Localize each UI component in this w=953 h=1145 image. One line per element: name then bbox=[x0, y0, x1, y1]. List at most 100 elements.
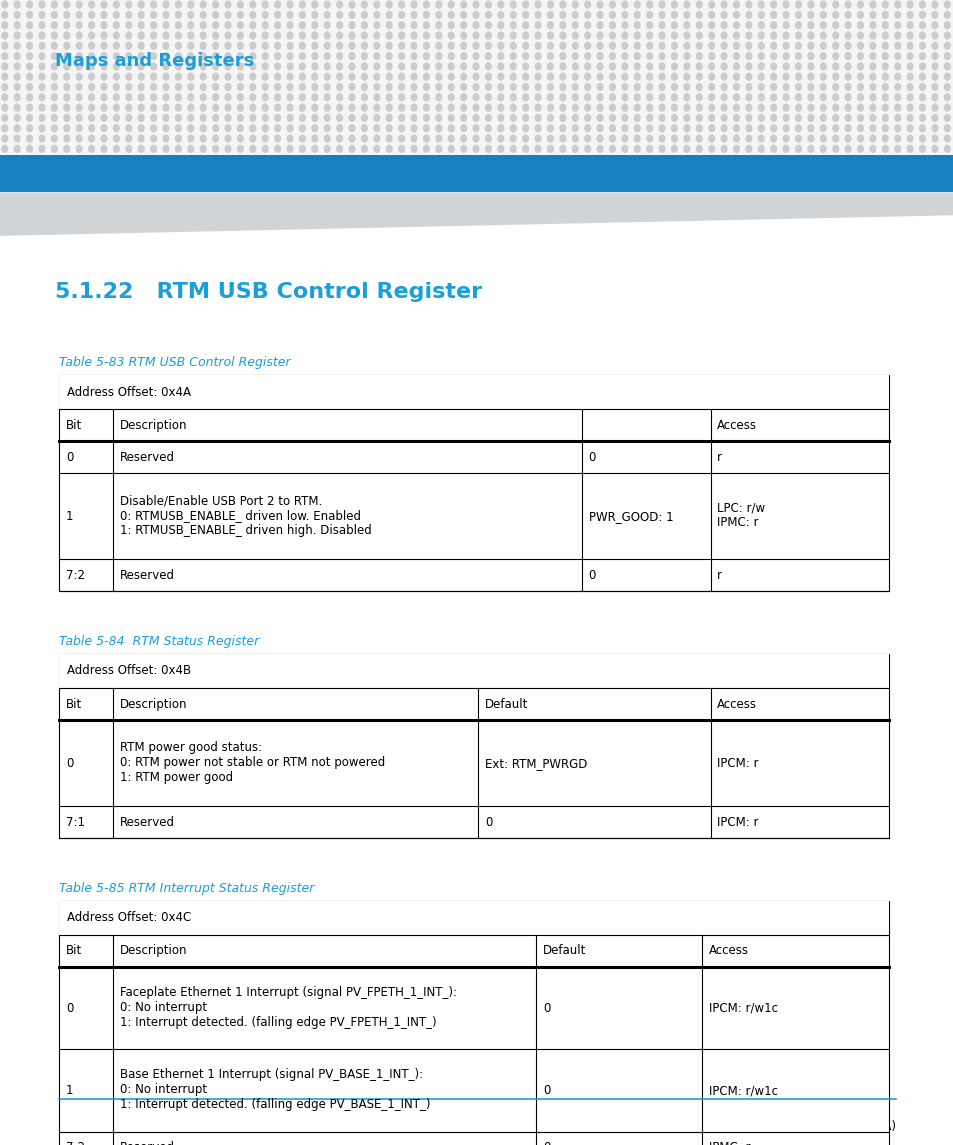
Circle shape bbox=[708, 73, 714, 80]
Circle shape bbox=[89, 22, 94, 29]
Circle shape bbox=[14, 1, 20, 8]
Circle shape bbox=[262, 104, 268, 111]
Circle shape bbox=[138, 73, 144, 80]
Circle shape bbox=[89, 11, 94, 18]
Circle shape bbox=[782, 11, 788, 18]
Circle shape bbox=[398, 22, 404, 29]
Circle shape bbox=[522, 114, 528, 121]
Circle shape bbox=[919, 145, 924, 152]
Circle shape bbox=[473, 104, 478, 111]
Circle shape bbox=[522, 73, 528, 80]
Circle shape bbox=[559, 73, 565, 80]
Circle shape bbox=[820, 22, 825, 29]
Circle shape bbox=[473, 1, 478, 8]
Circle shape bbox=[572, 42, 578, 49]
Circle shape bbox=[188, 53, 193, 60]
Circle shape bbox=[510, 104, 516, 111]
Circle shape bbox=[411, 104, 416, 111]
Circle shape bbox=[547, 94, 553, 101]
Circle shape bbox=[758, 63, 763, 70]
Circle shape bbox=[770, 63, 776, 70]
Circle shape bbox=[138, 84, 144, 90]
Circle shape bbox=[931, 53, 937, 60]
Circle shape bbox=[497, 32, 503, 39]
Text: Base Ethernet 1 Interrupt (signal PV_BASE_1_INT_):: Base Ethernet 1 Interrupt (signal PV_BAS… bbox=[120, 1068, 422, 1081]
Circle shape bbox=[448, 104, 454, 111]
Circle shape bbox=[931, 94, 937, 101]
Circle shape bbox=[200, 135, 206, 142]
Text: IPMC: r: IPMC: r bbox=[717, 516, 758, 529]
Circle shape bbox=[113, 1, 119, 8]
Circle shape bbox=[200, 11, 206, 18]
Circle shape bbox=[882, 145, 887, 152]
Circle shape bbox=[844, 53, 850, 60]
Circle shape bbox=[423, 73, 429, 80]
Circle shape bbox=[27, 73, 32, 80]
Circle shape bbox=[943, 32, 949, 39]
Circle shape bbox=[398, 114, 404, 121]
Circle shape bbox=[683, 125, 689, 132]
Circle shape bbox=[820, 114, 825, 121]
Circle shape bbox=[151, 114, 156, 121]
Circle shape bbox=[51, 1, 57, 8]
Circle shape bbox=[2, 135, 8, 142]
Circle shape bbox=[931, 145, 937, 152]
Circle shape bbox=[423, 104, 429, 111]
Circle shape bbox=[398, 104, 404, 111]
Circle shape bbox=[76, 114, 82, 121]
Circle shape bbox=[882, 125, 887, 132]
Circle shape bbox=[894, 11, 900, 18]
Circle shape bbox=[262, 53, 268, 60]
Circle shape bbox=[113, 11, 119, 18]
Text: 5.1.22   RTM USB Control Register: 5.1.22 RTM USB Control Register bbox=[55, 282, 482, 301]
Circle shape bbox=[287, 11, 293, 18]
Circle shape bbox=[126, 63, 132, 70]
Circle shape bbox=[101, 125, 107, 132]
Circle shape bbox=[274, 94, 280, 101]
Circle shape bbox=[76, 73, 82, 80]
Circle shape bbox=[200, 32, 206, 39]
Circle shape bbox=[844, 63, 850, 70]
Text: Description: Description bbox=[120, 697, 187, 711]
Circle shape bbox=[584, 94, 590, 101]
Circle shape bbox=[89, 125, 94, 132]
Circle shape bbox=[64, 145, 70, 152]
Text: 0: 0 bbox=[588, 451, 596, 464]
Circle shape bbox=[374, 1, 379, 8]
Text: Table 5-85 RTM Interrupt Status Register: Table 5-85 RTM Interrupt Status Register bbox=[59, 882, 314, 894]
Circle shape bbox=[237, 135, 243, 142]
Circle shape bbox=[398, 53, 404, 60]
Circle shape bbox=[250, 145, 255, 152]
Circle shape bbox=[349, 63, 355, 70]
Circle shape bbox=[782, 32, 788, 39]
Circle shape bbox=[832, 42, 838, 49]
Circle shape bbox=[857, 125, 862, 132]
Text: IPMC: r: IPMC: r bbox=[708, 1142, 750, 1145]
Circle shape bbox=[138, 94, 144, 101]
Circle shape bbox=[510, 63, 516, 70]
Circle shape bbox=[522, 84, 528, 90]
Circle shape bbox=[250, 42, 255, 49]
Circle shape bbox=[857, 22, 862, 29]
Circle shape bbox=[398, 42, 404, 49]
Circle shape bbox=[745, 84, 751, 90]
Circle shape bbox=[770, 104, 776, 111]
Circle shape bbox=[572, 104, 578, 111]
Circle shape bbox=[795, 42, 801, 49]
Circle shape bbox=[151, 63, 156, 70]
Text: IPCM: r/w1c: IPCM: r/w1c bbox=[708, 1084, 778, 1097]
Circle shape bbox=[720, 145, 726, 152]
Circle shape bbox=[312, 94, 317, 101]
Circle shape bbox=[411, 42, 416, 49]
Circle shape bbox=[312, 32, 317, 39]
Circle shape bbox=[659, 114, 664, 121]
Circle shape bbox=[844, 84, 850, 90]
Circle shape bbox=[473, 32, 478, 39]
Circle shape bbox=[609, 73, 615, 80]
Circle shape bbox=[919, 114, 924, 121]
Circle shape bbox=[646, 32, 652, 39]
Circle shape bbox=[250, 114, 255, 121]
Circle shape bbox=[39, 63, 45, 70]
Circle shape bbox=[423, 42, 429, 49]
Circle shape bbox=[770, 125, 776, 132]
